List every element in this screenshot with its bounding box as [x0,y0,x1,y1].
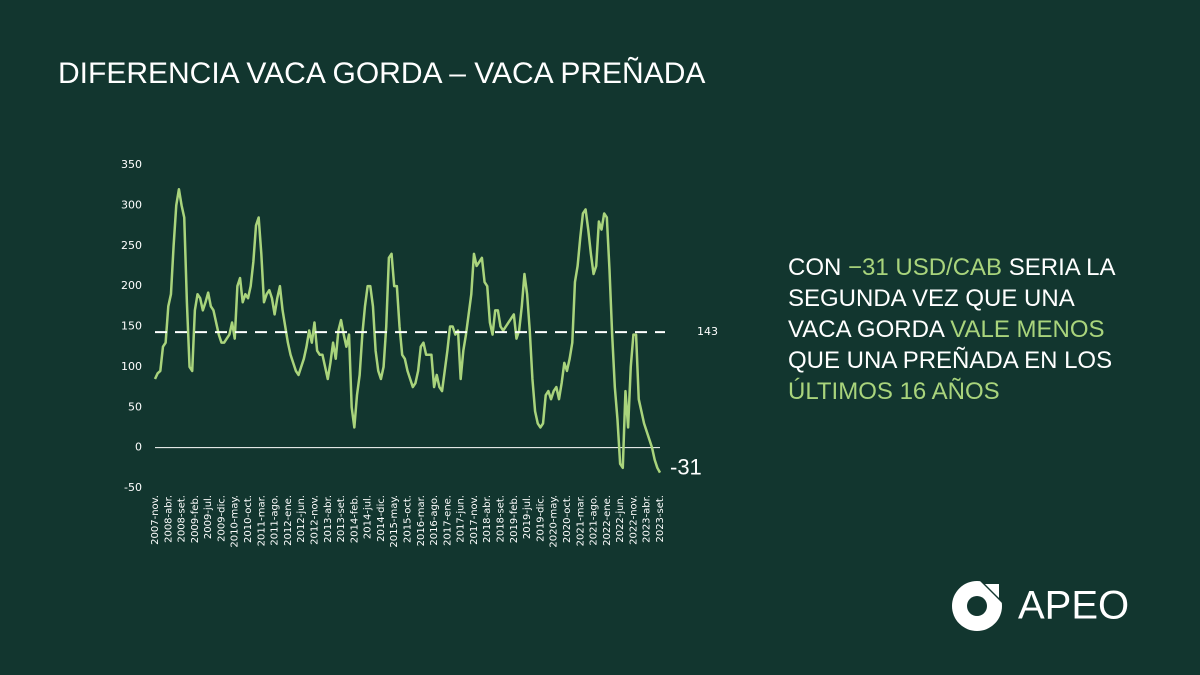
x-tick-label: 2009-feb. [190,495,201,543]
x-tick-label: 2010-oct. [243,495,254,543]
statement-text: QUE UNA PREÑADA EN LOS [788,316,1119,374]
x-tick-label: 2021-mar. [575,495,586,546]
y-tick-label: 50 [128,400,142,413]
x-tick-label: 2014-jul. [363,495,374,539]
x-tick-label: 2011-mar. [256,495,267,546]
x-tick-label: 2012-nov. [309,495,320,545]
x-tick-label: 2013-abr. [323,495,334,543]
x-tick-label: 2019-feb. [509,495,520,543]
x-tick-label: 2018-set. [496,495,507,543]
x-tick-label: 2009-jul. [203,495,214,539]
y-tick-label: 250 [121,239,142,252]
x-tick-label: 2008-set. [177,495,188,543]
x-tick-label: 2022-nov. [628,495,639,545]
chart-title: DIFERENCIA VACA GORDA – VACA PREÑADA [58,56,705,90]
reference-label: 143 [697,325,718,338]
y-tick-label: 100 [121,360,142,373]
x-tick-label: 2016-mar. [416,495,427,546]
statement-highlight: ÚLTIMOS 16 AÑOS [788,378,1000,405]
x-tick-label: 2020-oct. [562,495,573,543]
x-tick-label: 2014-dic. [376,495,387,542]
x-tick-label: 2023-abr. [642,495,653,543]
statement-text: CON [788,254,848,281]
x-tick-label: 2016-ago. [429,495,440,546]
y-tick-label: -50 [124,481,142,494]
statement-highlight: −31 USD/CAB [848,254,1003,281]
x-tick-label: 2021-ago. [589,495,600,546]
logo-text: APEO [1018,584,1129,628]
y-tick-label: 200 [121,279,142,292]
y-tick-label: 300 [121,198,142,211]
x-tick-label: 2017-ene. [442,495,453,546]
x-tick-label: 2017-jun. [456,495,467,543]
x-tick-label: 2007-nov. [150,495,161,545]
x-tick-label: 2020-may. [549,495,560,548]
statement-text: SERIA LA SEGUNDA VEZ QUE UNA VACA GORDA [788,254,1121,343]
y-tick-label: 0 [135,441,142,454]
x-tick-label: 2011-ago. [270,495,281,546]
x-tick-label: 2012-ene. [283,495,294,546]
x-tick-label: 2017-nov. [469,495,480,545]
x-tick-label: 2018-abr. [482,495,493,543]
x-tick-label: 2013-set. [336,495,347,543]
x-tick-label: 2022-jun. [615,495,626,543]
x-tick-label: 2012-jun. [296,495,307,543]
x-tick-label: 2014-feb. [349,495,360,543]
y-tick-label: 350 [121,158,142,171]
end-value-label: -31 [670,454,702,479]
x-tick-label: 2019-jul. [522,495,533,539]
statement: CON −31 USD/CAB SERIA LA SEGUNDA VEZ QUE… [788,252,1128,407]
x-tick-label: 2015-oct. [403,495,414,543]
logo-icon [952,580,1003,631]
x-tick-label: 2015-may. [389,495,400,548]
x-tick-label: 2019-dic. [535,495,546,542]
x-tick-label: 2022-ene. [602,495,613,546]
y-tick-label: 150 [121,320,142,333]
statement-highlight: VALE MENOS [950,316,1105,343]
x-tick-label: 2023-set. [655,495,666,543]
x-tick-label: 2009-dic. [216,495,227,542]
data-line [153,187,662,474]
x-tick-label: 2010-may. [230,495,241,548]
x-tick-label: 2008-abr. [163,495,174,543]
